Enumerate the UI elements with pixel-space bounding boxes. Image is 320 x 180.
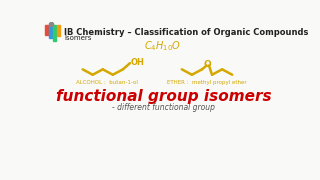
Text: $C_4H_{10}O$: $C_4H_{10}O$ bbox=[144, 39, 181, 53]
Text: functional group isomers: functional group isomers bbox=[56, 89, 272, 104]
Text: OH: OH bbox=[131, 58, 145, 67]
Bar bbox=[49, 25, 52, 38]
Text: ETHER :  methyl propyl ether: ETHER : methyl propyl ether bbox=[167, 80, 246, 85]
Text: IB Chemistry – Classification of Organic Compounds: IB Chemistry – Classification of Organic… bbox=[64, 28, 308, 37]
Text: O: O bbox=[204, 60, 211, 69]
Text: Isomers: Isomers bbox=[64, 35, 92, 41]
Bar bbox=[53, 25, 56, 41]
Text: ALCOHOL :  butan-1-ol: ALCOHOL : butan-1-ol bbox=[76, 80, 138, 85]
Bar bbox=[57, 25, 60, 36]
Bar bbox=[45, 25, 49, 35]
Text: - different functional group: - different functional group bbox=[113, 103, 215, 112]
